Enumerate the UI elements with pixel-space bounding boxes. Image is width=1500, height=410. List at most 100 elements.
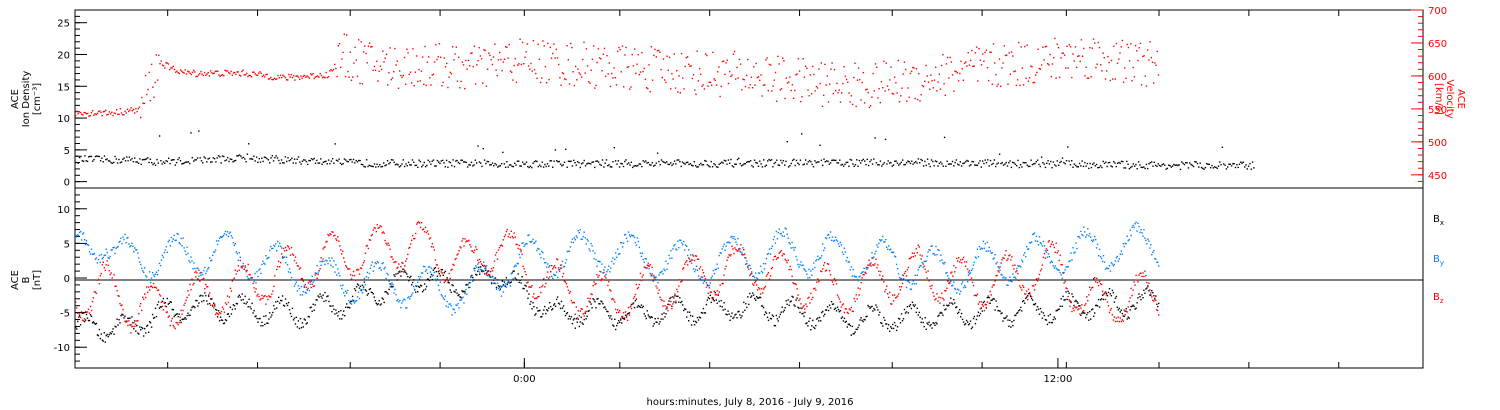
bz-point (146, 291, 149, 293)
bz-point (738, 249, 740, 251)
by-point (952, 284, 954, 287)
density-point (608, 164, 610, 166)
density-point (166, 160, 169, 163)
density-point (730, 158, 732, 161)
velocity-point (819, 82, 821, 85)
density-point (1084, 161, 1086, 164)
bx-point (571, 322, 574, 325)
density-point (107, 160, 110, 162)
density-point (359, 159, 361, 162)
by-point (667, 263, 669, 265)
by-point (1118, 258, 1120, 260)
by-point (749, 264, 751, 267)
velocity-point (290, 73, 292, 76)
by-point (1093, 239, 1095, 241)
by-point (728, 241, 730, 244)
density-point (316, 159, 318, 162)
by-point (81, 233, 84, 235)
by-point (345, 290, 347, 293)
by-point (438, 289, 440, 291)
velocity-point (698, 67, 701, 70)
density-point (1171, 165, 1174, 167)
density-point (320, 158, 322, 160)
bx-point (423, 283, 426, 285)
bx-point (181, 318, 183, 321)
bz-point (727, 256, 729, 258)
velocity-point (526, 43, 529, 45)
bx-point (1122, 315, 1124, 317)
by-point (654, 276, 656, 278)
bz-point (485, 274, 488, 276)
bz-point (568, 292, 571, 294)
density-point (955, 159, 958, 161)
velocity-point (963, 62, 966, 64)
by-point (1034, 240, 1037, 242)
velocity-point (250, 76, 253, 78)
density-point (586, 163, 588, 165)
by-point (166, 251, 168, 253)
bx-point (240, 299, 242, 301)
velocity-point (768, 63, 771, 66)
bx-point (1124, 310, 1126, 312)
velocity-point (1032, 81, 1034, 84)
density-point (871, 163, 874, 165)
by-point (725, 245, 727, 247)
bz-point (446, 278, 448, 281)
density-point (219, 156, 221, 158)
bx-point (86, 317, 89, 319)
bx-point (302, 326, 304, 328)
by-point (370, 264, 372, 266)
bx-point (714, 291, 716, 294)
bx-point (417, 291, 419, 293)
by-point (1027, 248, 1030, 250)
by-point (621, 246, 624, 248)
bx-point (1131, 305, 1133, 307)
density-point (959, 161, 961, 163)
velocity-point (867, 91, 869, 94)
bx-point (1035, 309, 1038, 311)
velocity-point (800, 100, 802, 103)
density-point (1144, 167, 1146, 170)
bx-point (633, 306, 636, 309)
velocity-point (407, 52, 409, 54)
by-point (541, 250, 543, 253)
by-point (226, 231, 229, 233)
by-point (485, 265, 488, 267)
bx-point (822, 310, 824, 313)
density-point (99, 160, 102, 162)
by-point (120, 237, 122, 239)
velocity-point (1012, 55, 1014, 57)
bx-point (1005, 316, 1007, 319)
density-point (257, 161, 259, 163)
bz-point (666, 306, 668, 308)
velocity-point (458, 56, 460, 58)
bx-point (403, 271, 405, 273)
by-point (473, 267, 475, 270)
bx-point (585, 318, 587, 320)
bz-point (691, 254, 694, 256)
bz-point (347, 268, 349, 270)
by-point (1045, 251, 1048, 253)
bz-point (676, 288, 678, 291)
bx-point (738, 310, 740, 313)
bx-point (1075, 299, 1077, 302)
velocity-point (850, 95, 853, 97)
velocity-point (672, 78, 674, 80)
density-point (270, 157, 272, 159)
bx-point (853, 332, 855, 335)
b-tick-label: -10 (54, 343, 70, 354)
density-point (1178, 164, 1180, 166)
by-point (1001, 274, 1003, 276)
by-point (1104, 268, 1107, 270)
density-point (905, 162, 908, 164)
density-point (76, 155, 78, 157)
bz-point (759, 293, 762, 295)
by-point (385, 277, 387, 280)
velocity-point (1145, 85, 1148, 87)
bz-point (89, 305, 92, 308)
velocity-point (915, 68, 918, 70)
density-point (1127, 163, 1129, 165)
density-point (943, 136, 946, 139)
by-point (184, 250, 186, 252)
bx-point (916, 307, 918, 309)
